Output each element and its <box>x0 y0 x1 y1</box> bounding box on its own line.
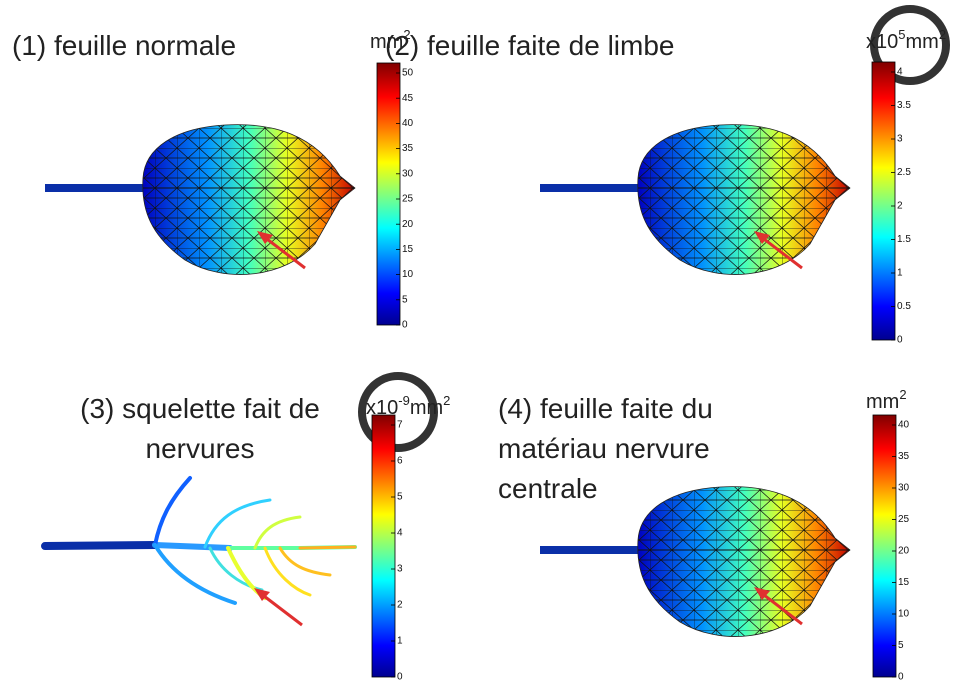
colorbar-tick-label: 25 <box>402 194 414 205</box>
colorbar-tick-label: 2.5 <box>897 167 911 178</box>
unit-text: x10 <box>366 397 398 419</box>
unit-label: mm2 <box>866 387 907 413</box>
unit-text: mm <box>370 31 403 53</box>
colorbar-tick-label: 30 <box>898 483 910 494</box>
unit-exponent: 2 <box>899 387 906 402</box>
colorbar-tick-label: 20 <box>402 219 414 230</box>
unit-text: mm <box>410 397 443 419</box>
colorbar-tick-label: 25 <box>898 514 910 525</box>
colorbar-tick-label: 35 <box>898 451 910 462</box>
colorbar-tick-label: 2 <box>897 201 903 212</box>
panel-title: centrale <box>498 473 598 504</box>
colorbar-tick-label: 6 <box>397 456 403 467</box>
colorbar <box>371 414 396 678</box>
colorbar-tick-label: 5 <box>402 294 408 305</box>
panel-title: (4) feuille faite du <box>498 393 713 424</box>
unit-label: mm2 <box>370 27 411 53</box>
colorbar-tick-label: 10 <box>898 609 910 620</box>
unit-exponent: 2 <box>443 393 450 408</box>
highlight-circle <box>358 372 438 452</box>
colorbar-tick-label: 5 <box>397 492 403 503</box>
colorbar <box>871 61 896 341</box>
colorbar-tick-label: 7 <box>397 420 403 431</box>
colorbar <box>376 62 401 326</box>
unit-exponent: 5 <box>898 27 905 42</box>
colorbar-tick-label: 3 <box>397 564 403 575</box>
leaf-mesh <box>44 124 356 276</box>
arrow <box>252 586 304 627</box>
unit-label: x105mm2 <box>866 27 946 53</box>
colorbar-tick-label: 10 <box>402 269 414 280</box>
colorbar-tick-label: 5 <box>898 640 904 651</box>
colorbar-tick-label: 0 <box>898 672 904 683</box>
colorbar-tick-label: 1 <box>897 268 903 279</box>
unit-label: x10-9mm2 <box>366 393 450 419</box>
vein-skeleton <box>41 476 357 605</box>
unit-exponent: 2 <box>939 27 946 42</box>
colorbar-tick-label: 3.5 <box>897 100 911 111</box>
colorbar-tick-label: 20 <box>898 546 910 557</box>
colorbar-tick-label: 15 <box>898 577 910 588</box>
leaf-mesh <box>539 486 851 638</box>
colorbar-tick-label: 45 <box>402 93 414 104</box>
colorbar <box>872 414 897 678</box>
unit-exponent: -9 <box>398 393 410 408</box>
unit-text: x10 <box>866 31 898 53</box>
colorbar-tick-label: 0 <box>402 320 408 331</box>
colorbar-tick-label: 0 <box>897 335 903 346</box>
highlight-circle <box>870 5 950 85</box>
colorbar-tick-label: 30 <box>402 168 414 179</box>
leaf-mesh <box>539 124 851 276</box>
panel-title: (1) feuille normale <box>12 30 236 61</box>
panel-title: (3) squelette fait de <box>80 393 320 424</box>
panel-title: (2) feuille faite de limbe <box>385 30 674 61</box>
colorbar-tick-label: 1.5 <box>897 234 911 245</box>
unit-exponent: 2 <box>403 27 410 42</box>
colorbar-tick-label: 0.5 <box>897 301 911 312</box>
colorbar-tick-label: 4 <box>397 528 403 539</box>
unit-text: mm <box>866 391 899 413</box>
unit-text: mm <box>905 31 938 53</box>
colorbar-tick-label: 2 <box>397 600 403 611</box>
colorbar-tick-label: 40 <box>898 420 910 431</box>
colorbar-tick-label: 35 <box>402 143 414 154</box>
panel-title: nervures <box>146 433 255 464</box>
colorbar-tick-label: 15 <box>402 244 414 255</box>
panel-title: matériau nervure <box>498 433 710 464</box>
colorbar-tick-label: 40 <box>402 118 414 129</box>
colorbar-tick-label: 4 <box>897 67 903 78</box>
colorbar-tick-label: 3 <box>897 134 903 145</box>
colorbar-tick-label: 50 <box>402 68 414 79</box>
colorbar-tick-label: 1 <box>397 636 403 647</box>
colorbar-tick-label: 0 <box>397 672 403 683</box>
